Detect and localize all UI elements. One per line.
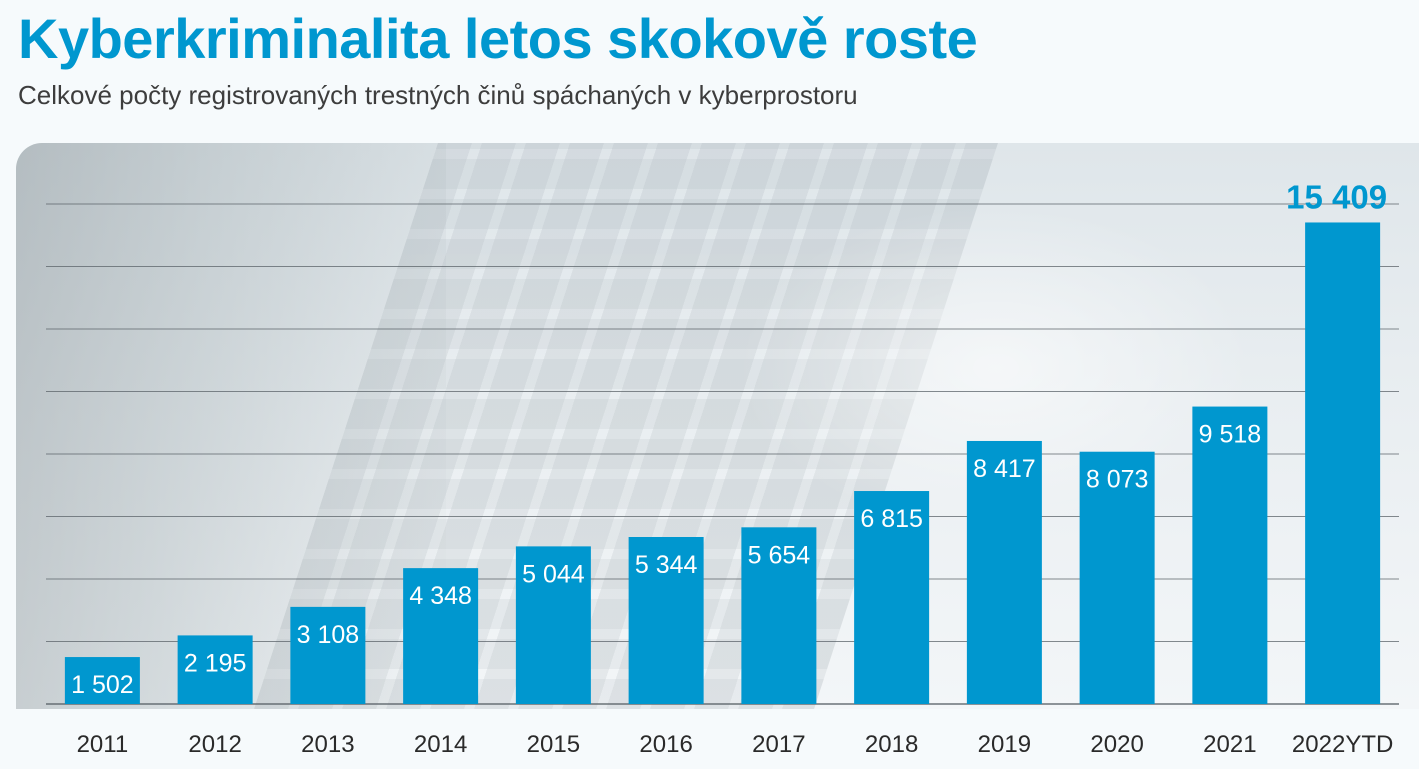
bar-value-label-2017: 5 654 <box>748 541 811 569</box>
x-tick-label-2016: 2016 <box>639 731 692 758</box>
x-tick-label-2013: 2013 <box>301 731 354 758</box>
chart-bars <box>64 222 1381 704</box>
page-title: Kyberkriminalita letos skokově roste <box>18 7 978 70</box>
chart-value-labels: 1 502 2 195 3 108 4 348 5 044 5 344 5 654 6 815… <box>71 178 1387 699</box>
x-tick-label-2017: 2017 <box>752 731 805 758</box>
bar-2011 <box>64 657 140 704</box>
bar-2021 <box>1192 406 1268 704</box>
bar-value-label-2015: 5 044 <box>522 560 585 588</box>
bar-2013 <box>290 606 366 704</box>
chart-gridlines <box>46 203 1399 705</box>
bar-value-label-2020: 8 073 <box>1086 466 1149 494</box>
x-tick-label-2021: 2021 <box>1203 731 1256 758</box>
background-monitor-image <box>16 143 446 709</box>
x-tick-label-2020: 2020 <box>1090 731 1143 758</box>
bar-2018 <box>854 491 930 704</box>
bar-value-label-2016: 5 344 <box>635 551 698 579</box>
chart-x-axis: 2011 2012 2013 2014 2015 2016 2017 2018 2019 2020… <box>77 731 1394 758</box>
bar-value-label-2021: 9 518 <box>1199 421 1262 449</box>
x-tick-label-2022YTD: 2022YTD <box>1292 731 1393 758</box>
bar-2016 <box>628 537 704 704</box>
bar-value-label-2022YTD: 15 409 <box>1286 178 1387 215</box>
x-tick-label-2011: 2011 <box>77 731 129 758</box>
bar-2017 <box>741 527 817 704</box>
bar-2012 <box>177 635 253 704</box>
x-tick-label-2014: 2014 <box>414 731 467 758</box>
page-subtitle: Celkové počty registrovaných trestných č… <box>18 80 858 110</box>
bar-value-label-2019: 8 417 <box>973 455 1036 483</box>
bar-2020 <box>1079 451 1155 704</box>
x-tick-label-2018: 2018 <box>865 731 918 758</box>
bar-value-label-2014: 4 348 <box>409 582 472 610</box>
bar-2019 <box>966 440 1042 704</box>
x-tick-label-2012: 2012 <box>188 731 241 758</box>
x-tick-label-2019: 2019 <box>978 731 1031 758</box>
bar-value-label-2018: 6 815 <box>860 505 923 533</box>
bar-value-label-2013: 3 108 <box>297 621 360 649</box>
bar-2015 <box>515 546 591 704</box>
bar-value-label-2012: 2 195 <box>184 649 247 677</box>
bar-2014 <box>403 568 479 704</box>
x-tick-label-2015: 2015 <box>527 731 580 758</box>
bar-value-label-2011: 1 502 <box>71 671 134 699</box>
bar-2022YTD <box>1305 222 1381 704</box>
